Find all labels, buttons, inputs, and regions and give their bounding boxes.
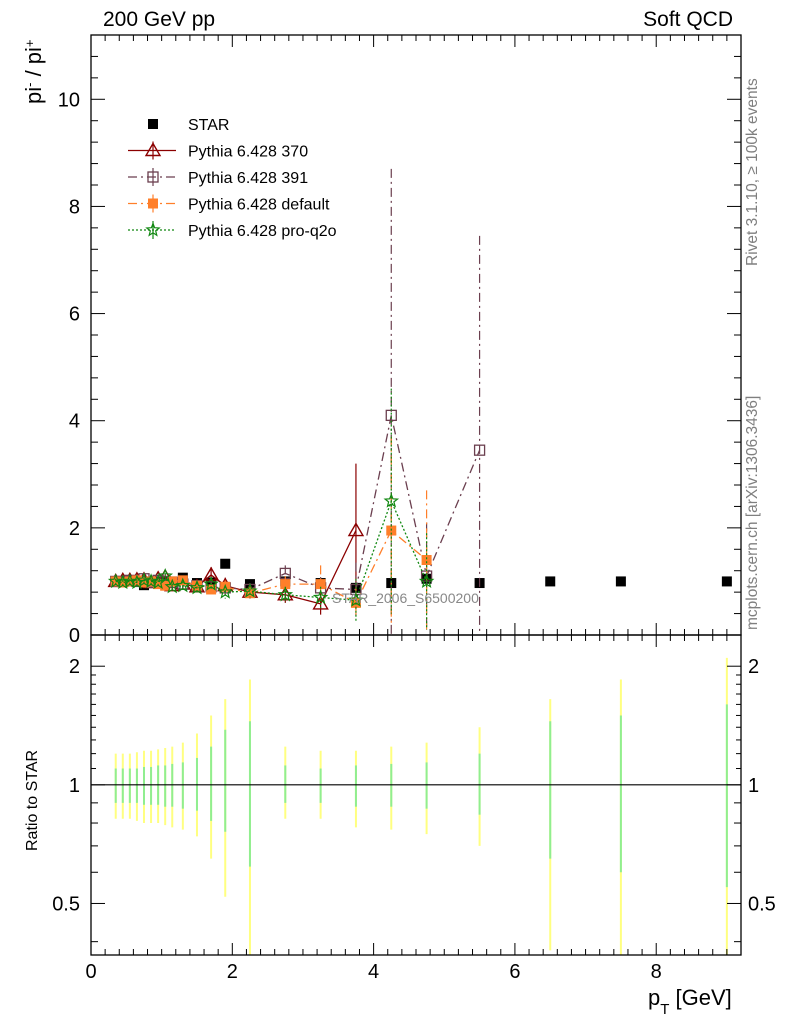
- legend-marker-2: [147, 171, 159, 183]
- series-3-point-10: [191, 580, 202, 591]
- main-y-axis-label: pi- / pi+: [21, 39, 46, 104]
- series-0-point-22: [721, 576, 732, 587]
- series-4-point-5: [143, 573, 159, 589]
- series-4-point-18: [418, 573, 435, 589]
- series-3-point-14: [280, 579, 291, 590]
- ratio-y-tick-label: 1: [69, 775, 80, 797]
- main-series-layer: [107, 168, 732, 635]
- series-4-point-3: [129, 574, 145, 590]
- main-y-tick-label: 2: [69, 518, 80, 540]
- series-4-point-7: [157, 567, 174, 583]
- series-4-point-12: [217, 583, 233, 599]
- main-y-tick-label: 0: [69, 625, 80, 647]
- x-tick-label: 0: [85, 961, 96, 983]
- series-3-point-5: [146, 576, 157, 587]
- ratio-frame: [90, 634, 742, 956]
- series-4-point-10: [189, 579, 205, 595]
- series-4-point-11: [203, 575, 219, 591]
- ratio-y-tick-label-right: 1: [748, 775, 759, 797]
- series-4-point-0: [107, 573, 124, 589]
- series-0-point-12: [220, 558, 231, 569]
- ratio-y-tick-label-right: 0.5: [748, 893, 776, 915]
- main-annotation: STAR_2006_S6500200: [332, 590, 479, 606]
- series-0-point-21: [615, 576, 626, 587]
- series-3-point-15: [315, 579, 326, 590]
- legend-marker-4: [145, 221, 161, 237]
- header-energy-label: 200 GeV pp: [103, 8, 216, 31]
- main-y-tick-label: 4: [69, 411, 80, 433]
- legend-label-1: Pythia 6.428 370: [188, 144, 308, 161]
- rivet-version-label: Rivet 3.1.10, ≥ 100k events: [744, 78, 761, 266]
- main-y-tick-label: 8: [69, 196, 80, 218]
- ratio-y-tick-label: 2: [69, 656, 80, 678]
- main-y-tick-label: 6: [69, 304, 80, 326]
- legend-marker-0: [148, 119, 158, 129]
- main-y-tick-label: 10: [58, 89, 80, 111]
- x-axis-label: pT [GeV]: [648, 985, 732, 1018]
- legend-label-3: Pythia 6.428 default: [188, 197, 330, 214]
- series-0-point-20: [545, 576, 556, 587]
- header-process-label: Soft QCD: [643, 8, 733, 31]
- ratio-y-tick-label: 0.5: [52, 893, 80, 915]
- series-4-point-4: [136, 572, 152, 587]
- series-3-point-1: [117, 577, 128, 588]
- series-4-point-16: [348, 592, 364, 607]
- series-4: [107, 388, 435, 630]
- series-1: [107, 463, 365, 615]
- x-tick-label: 2: [227, 961, 238, 983]
- legend-marker-1: [144, 142, 162, 157]
- legend-label-2: Pythia 6.428 391: [188, 170, 308, 187]
- x-tick-label: 6: [509, 961, 520, 983]
- series-4-point-17: [383, 492, 400, 508]
- series-2-point-19: [473, 444, 486, 456]
- series-4-point-1: [115, 574, 131, 590]
- legend-label-4: Pythia 6.428 pro-q2o: [188, 223, 337, 240]
- ratio-y-axis-label: Ratio to STAR: [24, 750, 41, 851]
- series-4-point-9: [175, 577, 191, 593]
- series-1-point-16: [347, 522, 365, 537]
- axis-ticks: 0 2 4 6 8 0 2 4 6 8 10 0.5 0.5 1 1 2 2: [52, 34, 776, 983]
- legend: STAR Pythia 6.428 370 Pythia 6.428 391 Pyth…: [128, 117, 337, 240]
- series-3-point-7: [160, 580, 171, 591]
- ratio-bands: [114, 657, 728, 955]
- legend-label-0: STAR: [188, 117, 229, 134]
- mcplots-credit-label: mcplots.cern.ch [arXiv:1306.3436]: [744, 395, 761, 630]
- series-3-point-2: [124, 576, 135, 587]
- series-3-point-18: [421, 555, 432, 565]
- x-tick-label: 4: [368, 961, 379, 983]
- ratio-y-tick-label-right: 2: [748, 656, 759, 678]
- series-4-point-8: [164, 578, 180, 594]
- legend-marker-3: [148, 198, 158, 209]
- series-4-point-15: [312, 589, 329, 605]
- series-4-point-2: [122, 573, 138, 589]
- x-tick-label: 8: [651, 961, 662, 983]
- series-3-point-11: [206, 584, 217, 595]
- series-4-point-14: [277, 586, 294, 602]
- series-4-point-13: [242, 582, 258, 598]
